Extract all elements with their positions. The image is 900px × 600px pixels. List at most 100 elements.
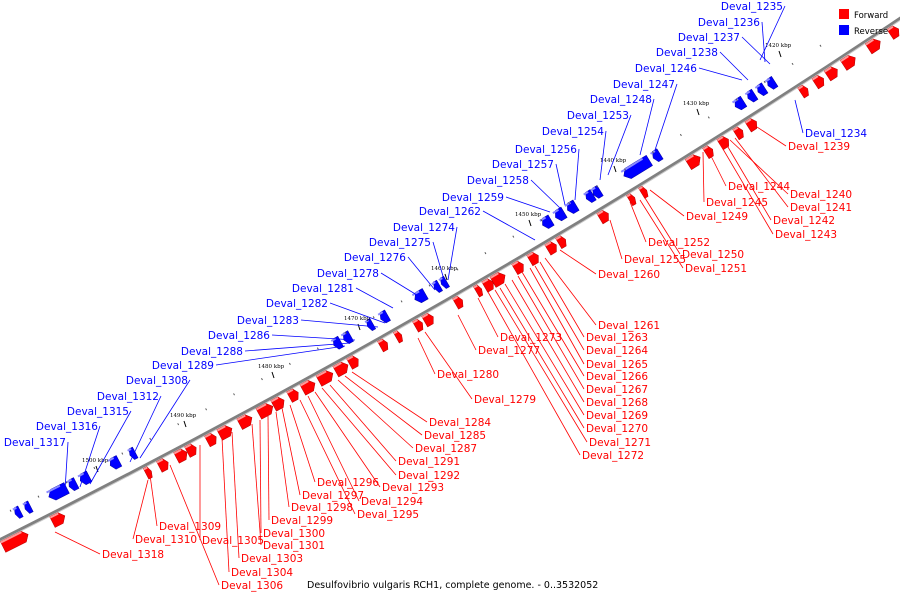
legend: Forward Reverse bbox=[839, 9, 888, 37]
gene-label: Deval_1252 bbox=[629, 201, 710, 249]
svg-text:Deval_1242: Deval_1242 bbox=[773, 215, 835, 227]
svg-text:Deval_1260: Deval_1260 bbox=[598, 269, 660, 281]
gene-label: Deval_1250 bbox=[644, 197, 744, 261]
svg-text:Deval_1235: Deval_1235 bbox=[721, 1, 783, 13]
minor-tick bbox=[624, 168, 626, 171]
gene-label: Deval_1266 bbox=[521, 271, 648, 383]
svg-text:Deval_1284: Deval_1284 bbox=[429, 417, 491, 429]
svg-text:Deval_1262: Deval_1262 bbox=[419, 206, 481, 218]
reverse-gene-arrow bbox=[411, 288, 429, 304]
forward-gene-arrow bbox=[0, 530, 29, 553]
reverse-gene-arrow bbox=[431, 279, 443, 293]
svg-text:Deval_1237: Deval_1237 bbox=[678, 32, 740, 44]
forward-gene-arrow bbox=[473, 284, 484, 298]
gene-label: Deval_1292 bbox=[321, 387, 460, 482]
reverse-gene-arrow bbox=[66, 477, 80, 491]
forward-gene-arrow bbox=[286, 388, 299, 403]
svg-text:Deval_1273: Deval_1273 bbox=[500, 332, 562, 344]
minor-tick bbox=[372, 316, 375, 319]
gene-label: Deval_1309 bbox=[149, 474, 221, 533]
svg-text:Deval_1272: Deval_1272 bbox=[582, 450, 644, 462]
svg-text:Deval_1298: Deval_1298 bbox=[291, 502, 353, 514]
gene-label: Deval_1289 bbox=[152, 345, 346, 372]
svg-text:Deval_1294: Deval_1294 bbox=[361, 496, 423, 508]
svg-text:Deval_1309: Deval_1309 bbox=[159, 521, 221, 533]
scale-tick-mark bbox=[696, 108, 700, 116]
gene-label: Deval_1280 bbox=[417, 337, 499, 381]
gene-label: Deval_1308 bbox=[126, 375, 191, 459]
gene-label: Deval_1253 bbox=[567, 110, 632, 176]
svg-text:Deval_1265: Deval_1265 bbox=[586, 359, 648, 371]
minor-tick bbox=[484, 251, 487, 255]
svg-text:Deval_1315: Deval_1315 bbox=[67, 406, 129, 418]
gene-label: Deval_1316 bbox=[36, 421, 101, 488]
svg-text:Deval_1240: Deval_1240 bbox=[790, 189, 852, 201]
svg-text:Deval_1308: Deval_1308 bbox=[126, 375, 188, 387]
minor-tick bbox=[568, 202, 571, 205]
minor-tick bbox=[261, 378, 263, 381]
svg-text:Deval_1244: Deval_1244 bbox=[728, 181, 790, 193]
forward-gene-arrow bbox=[332, 361, 349, 378]
minor-tick bbox=[735, 98, 738, 101]
forward-gene-arrow bbox=[421, 312, 434, 328]
gene-label: Deval_1279 bbox=[424, 331, 536, 406]
gene-label: Deval_1296 bbox=[289, 404, 379, 489]
forward-gene-arrow bbox=[544, 241, 557, 256]
gene-label: Deval_1270 bbox=[499, 287, 648, 435]
svg-text:Deval_1301: Deval_1301 bbox=[263, 540, 325, 552]
svg-text:Deval_1241: Deval_1241 bbox=[790, 202, 852, 214]
gene-label: Deval_1283 bbox=[237, 315, 379, 328]
forward-gene-arrow bbox=[886, 25, 900, 40]
legend-forward-label: Forward bbox=[854, 11, 888, 21]
reverse-gene-arrow bbox=[22, 500, 34, 514]
reverse-gene-arrow bbox=[590, 185, 604, 199]
gene-label: Deval_1234 bbox=[794, 99, 867, 140]
gene-label: Deval_1286 bbox=[208, 330, 356, 342]
gene-label: Deval_1251 bbox=[639, 199, 747, 275]
minor-tick bbox=[233, 393, 235, 396]
forward-gene-arrow bbox=[626, 193, 637, 207]
scale-tick-mark bbox=[183, 420, 187, 428]
svg-text:Deval_1293: Deval_1293 bbox=[382, 482, 444, 494]
svg-text:Deval_1279: Deval_1279 bbox=[474, 394, 536, 406]
gene-label: Deval_1275 bbox=[369, 237, 446, 284]
forward-gene-arrow bbox=[511, 260, 524, 276]
forward-gene-arrow bbox=[270, 396, 285, 412]
svg-text:Deval_1306: Deval_1306 bbox=[221, 580, 283, 592]
svg-text:Deval_1297: Deval_1297 bbox=[302, 490, 364, 502]
gene-label: Deval_1238 bbox=[656, 47, 749, 81]
minor-tick bbox=[791, 62, 794, 66]
svg-text:Deval_1312: Deval_1312 bbox=[97, 391, 159, 403]
gene-label: Deval_1258 bbox=[467, 175, 561, 209]
reverse-gene-arrow bbox=[107, 455, 123, 470]
gene-label: Deval_1306 bbox=[169, 464, 283, 592]
svg-text:Deval_1251: Deval_1251 bbox=[685, 263, 747, 275]
forward-gene-arrow bbox=[346, 355, 359, 370]
svg-text:Deval_1266: Deval_1266 bbox=[586, 371, 648, 383]
gene-label: Deval_1304 bbox=[221, 437, 293, 579]
minor-tick bbox=[316, 347, 319, 350]
svg-text:Deval_1300: Deval_1300 bbox=[263, 528, 325, 540]
svg-text:Deval_1239: Deval_1239 bbox=[788, 141, 850, 153]
minor-tick bbox=[93, 466, 96, 470]
svg-text:Deval_1264: Deval_1264 bbox=[586, 345, 648, 357]
forward-gene-arrow bbox=[452, 295, 464, 310]
svg-text:Deval_1247: Deval_1247 bbox=[613, 79, 675, 91]
minor-tick bbox=[512, 235, 515, 238]
gene-label: Deval_1282 bbox=[266, 298, 386, 324]
svg-text:Deval_1254: Deval_1254 bbox=[542, 126, 604, 138]
svg-text:Deval_1295: Deval_1295 bbox=[357, 509, 419, 521]
gene-label: Deval_1297 bbox=[281, 407, 364, 502]
forward-gene-arrow bbox=[393, 330, 403, 344]
gene-label: Deval_1241 bbox=[734, 137, 852, 214]
forward-gene-arrow bbox=[173, 448, 188, 464]
forward-gene-arrow bbox=[315, 370, 334, 387]
svg-text:Deval_1286: Deval_1286 bbox=[208, 330, 270, 342]
reverse-gene-arrow bbox=[539, 214, 555, 229]
gene-label: Deval_1267 bbox=[517, 275, 648, 396]
forward-gene-arrow bbox=[255, 403, 274, 420]
svg-text:Deval_1255: Deval_1255 bbox=[624, 254, 686, 266]
svg-text:Deval_1278: Deval_1278 bbox=[317, 268, 379, 280]
minor-tick bbox=[205, 408, 208, 411]
gene-label: Deval_1265 bbox=[529, 267, 648, 371]
